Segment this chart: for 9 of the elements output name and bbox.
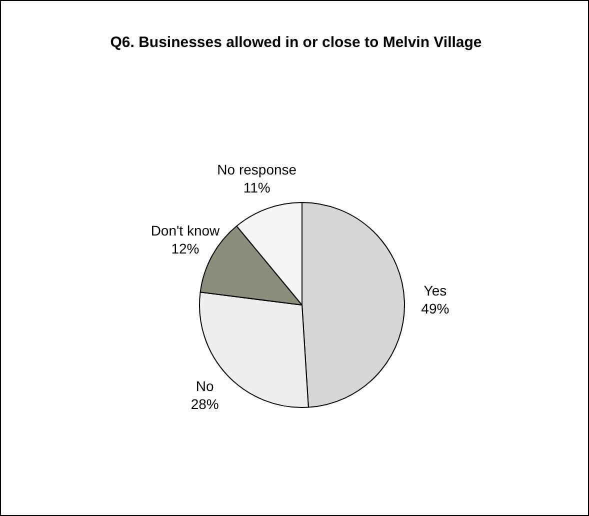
- slice-label: Yes: [424, 282, 447, 299]
- chart-title: Q6. Businesses allowed in or close to Melvin Village: [109, 33, 483, 53]
- data-label: 28%: [190, 396, 219, 412]
- slice-label: No: [196, 378, 214, 394]
- slice-label: Don't know: [150, 222, 221, 239]
- data-label: 49%: [421, 300, 450, 317]
- slice-label: No response: [217, 161, 297, 178]
- data-label: 12%: [171, 240, 200, 257]
- data-label: 11%: [243, 179, 270, 196]
